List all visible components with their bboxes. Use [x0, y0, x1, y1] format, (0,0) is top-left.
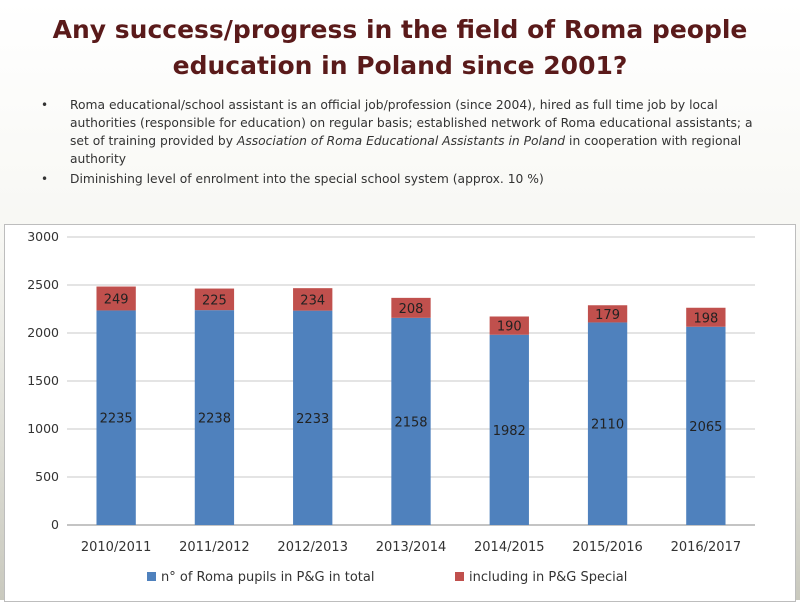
- y-tick-label: 0: [51, 517, 59, 532]
- legend-swatch-special: [455, 572, 464, 581]
- x-tick-label: 2010/2011: [81, 540, 152, 555]
- legend-label-total: n° of Roma pupils in P&G in total: [161, 570, 374, 585]
- title-line-2: education in Poland since 2001?: [172, 51, 628, 80]
- y-tick-label: 1000: [27, 421, 59, 436]
- legend-swatch-total: [147, 572, 156, 581]
- x-tick-label: 2015/2016: [572, 540, 643, 555]
- chart-container: 0 500 1000 1500 2000 2500 3000 2235 249 2010/2011…: [4, 224, 796, 602]
- stacked-bar-chart: 0 500 1000 1500 2000 2500 3000 2235 249 2010/2011…: [27, 229, 755, 585]
- legend-label-special: including in P&G Special: [469, 570, 627, 585]
- data-label-special: 249: [104, 292, 129, 307]
- data-label-total: 2235: [100, 412, 133, 427]
- bar-special: [391, 297, 431, 318]
- x-tick-label: 2016/2017: [671, 540, 742, 555]
- data-label-total: 2233: [296, 412, 329, 427]
- x-tick-label: 2013/2014: [376, 540, 447, 555]
- bar-special: [587, 305, 628, 323]
- x-tick-label: 2011/2012: [179, 540, 250, 555]
- data-label-total: 2110: [591, 418, 624, 433]
- data-label-total: 2158: [394, 415, 427, 430]
- bullet-icon: •: [41, 98, 49, 112]
- data-label-total: 2065: [689, 420, 722, 435]
- y-tick-label: 500: [35, 469, 59, 484]
- data-label-special: 179: [595, 308, 620, 323]
- data-label-special: 208: [399, 302, 424, 317]
- y-tick-label: 2500: [27, 277, 59, 292]
- bar-total: [293, 310, 333, 525]
- data-label-total: 2238: [198, 412, 231, 427]
- y-tick-label: 1500: [27, 373, 59, 388]
- bar-total: [391, 317, 431, 525]
- title-line-1: Any success/progress in the field of Rom…: [52, 15, 748, 44]
- data-label-special: 190: [497, 320, 522, 335]
- bar-special: [194, 288, 235, 311]
- bar-total: [96, 310, 136, 525]
- bar-total: [489, 334, 529, 525]
- data-label-special: 198: [693, 311, 718, 326]
- data-label-special: 234: [300, 293, 325, 308]
- bar-special: [686, 307, 726, 327]
- bar-special: [96, 286, 136, 311]
- bar-special: [293, 288, 333, 311]
- y-tick-label: 3000: [27, 229, 59, 244]
- y-tick-label: 2000: [27, 325, 59, 340]
- bullet-text-1-italic: Association of Roma Educational Assistan…: [236, 134, 566, 148]
- data-label-total: 1982: [493, 424, 526, 439]
- bullet-text-1b: in cooperation with regional authority: [70, 134, 742, 166]
- bullet-text-2: Diminishing level of enrolment into the …: [70, 172, 544, 186]
- x-tick-label: 2014/2015: [474, 540, 545, 555]
- bar-total: [686, 326, 726, 525]
- bar-total: [194, 310, 235, 525]
- x-tick-label: 2012/2013: [277, 540, 348, 555]
- bullet-item-enrolment: • Diminishing level of enrolment into th…: [38, 170, 758, 188]
- bullet-text-1a: Roma educational/school assistant is an …: [70, 98, 753, 148]
- data-label-special: 225: [202, 293, 227, 308]
- page-title: Any success/progress in the field of Rom…: [20, 12, 780, 84]
- bar-total: [587, 322, 628, 525]
- bullet-icon: •: [41, 172, 49, 186]
- bullet-item-assistant: • Roma educational/school assistant is a…: [38, 96, 758, 168]
- bullet-list: • Roma educational/school assistant is a…: [38, 96, 758, 190]
- bar-special: [489, 316, 529, 335]
